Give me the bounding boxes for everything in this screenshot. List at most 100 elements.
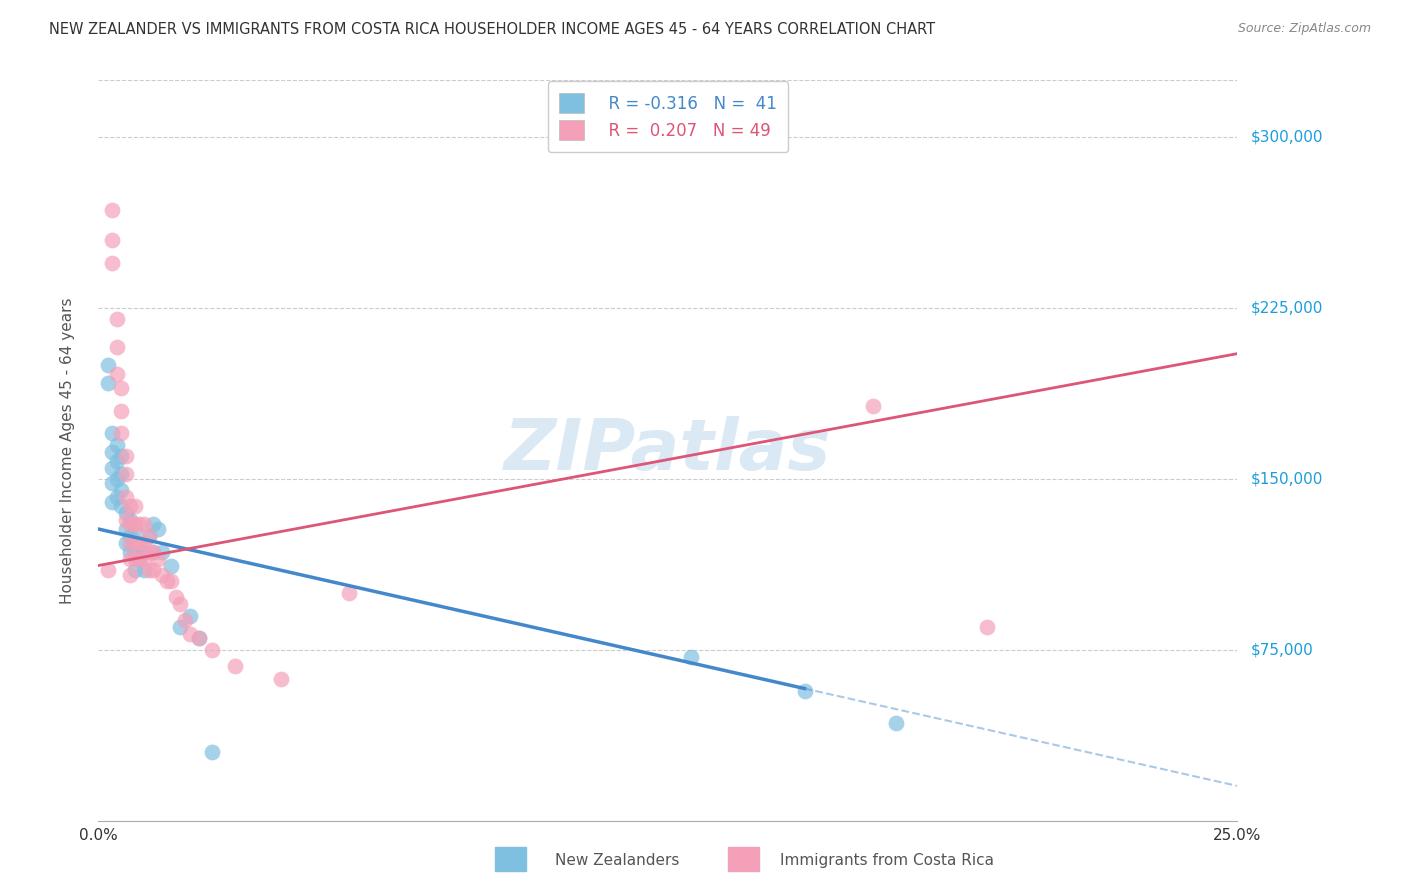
Text: $150,000: $150,000 bbox=[1251, 472, 1323, 486]
Point bbox=[165, 591, 187, 605]
Point bbox=[270, 673, 292, 687]
Point bbox=[120, 500, 142, 514]
Point bbox=[105, 367, 128, 381]
Bar bbox=[728, 847, 759, 871]
Point bbox=[96, 358, 118, 372]
Point bbox=[124, 500, 146, 514]
Point bbox=[174, 613, 197, 627]
Point bbox=[114, 449, 136, 463]
Point bbox=[110, 483, 132, 498]
Point bbox=[884, 715, 907, 730]
Point bbox=[169, 620, 191, 634]
Point bbox=[138, 529, 160, 543]
Point bbox=[187, 632, 209, 646]
Point bbox=[128, 551, 150, 566]
Point bbox=[120, 529, 142, 543]
Point bbox=[146, 522, 169, 536]
Text: $300,000: $300,000 bbox=[1251, 129, 1323, 145]
Point bbox=[105, 312, 128, 326]
Point bbox=[187, 632, 209, 646]
Text: $75,000: $75,000 bbox=[1251, 642, 1315, 657]
Point bbox=[150, 545, 173, 559]
Point bbox=[114, 490, 136, 504]
Text: New Zealanders: New Zealanders bbox=[555, 853, 679, 868]
Point bbox=[105, 490, 128, 504]
Point bbox=[128, 535, 150, 549]
Point bbox=[793, 683, 815, 698]
Text: Immigrants from Costa Rica: Immigrants from Costa Rica bbox=[780, 853, 994, 868]
Point bbox=[201, 745, 224, 759]
Point bbox=[110, 403, 132, 417]
Text: $225,000: $225,000 bbox=[1251, 301, 1323, 316]
Point bbox=[224, 658, 246, 673]
Point bbox=[132, 551, 155, 566]
Point bbox=[114, 506, 136, 520]
Point bbox=[156, 574, 179, 589]
Point bbox=[142, 517, 165, 532]
Point bbox=[101, 426, 124, 441]
Point bbox=[179, 608, 201, 623]
Point bbox=[105, 472, 128, 486]
Point bbox=[114, 467, 136, 482]
Point bbox=[101, 203, 124, 218]
Point bbox=[150, 567, 173, 582]
Point bbox=[146, 551, 169, 566]
Point bbox=[138, 529, 160, 543]
Point bbox=[110, 449, 132, 463]
Point bbox=[679, 649, 702, 664]
Point bbox=[101, 460, 124, 475]
Point bbox=[124, 563, 146, 577]
Point bbox=[142, 545, 165, 559]
Point bbox=[120, 551, 142, 566]
Point bbox=[862, 399, 884, 413]
Legend:   R = -0.316   N =  41,   R =  0.207   N = 49: R = -0.316 N = 41, R = 0.207 N = 49 bbox=[547, 81, 789, 152]
Text: ZIPatlas: ZIPatlas bbox=[505, 416, 831, 485]
Point bbox=[101, 255, 124, 269]
Point bbox=[110, 500, 132, 514]
Point bbox=[114, 522, 136, 536]
Point bbox=[128, 517, 150, 532]
Point bbox=[105, 438, 128, 452]
Point bbox=[132, 535, 155, 549]
Point bbox=[201, 642, 224, 657]
Point bbox=[120, 545, 142, 559]
Point bbox=[120, 517, 142, 532]
Point bbox=[110, 467, 132, 482]
Point bbox=[101, 494, 124, 508]
Point bbox=[110, 381, 132, 395]
Text: Source: ZipAtlas.com: Source: ZipAtlas.com bbox=[1237, 22, 1371, 36]
Point bbox=[138, 545, 160, 559]
Point bbox=[96, 376, 118, 391]
Point bbox=[124, 545, 146, 559]
Point bbox=[120, 535, 142, 549]
Point bbox=[128, 535, 150, 549]
Point bbox=[110, 426, 132, 441]
Point bbox=[101, 444, 124, 458]
Point bbox=[160, 558, 183, 573]
Point bbox=[132, 517, 155, 532]
Y-axis label: Householder Income Ages 45 - 64 years: Householder Income Ages 45 - 64 years bbox=[60, 297, 75, 604]
Point bbox=[132, 545, 155, 559]
Point bbox=[120, 567, 142, 582]
Point bbox=[114, 513, 136, 527]
Point bbox=[179, 627, 201, 641]
Point bbox=[142, 545, 165, 559]
Point bbox=[142, 563, 165, 577]
Point bbox=[132, 563, 155, 577]
Point bbox=[96, 563, 118, 577]
Text: NEW ZEALANDER VS IMMIGRANTS FROM COSTA RICA HOUSEHOLDER INCOME AGES 45 - 64 YEAR: NEW ZEALANDER VS IMMIGRANTS FROM COSTA R… bbox=[49, 22, 935, 37]
Point bbox=[124, 517, 146, 532]
Point bbox=[337, 586, 360, 600]
Point bbox=[976, 620, 998, 634]
Point bbox=[114, 535, 136, 549]
Point bbox=[124, 535, 146, 549]
Point bbox=[124, 551, 146, 566]
Bar bbox=[495, 847, 526, 871]
Point bbox=[101, 233, 124, 247]
Point bbox=[138, 563, 160, 577]
Point bbox=[105, 453, 128, 467]
Point bbox=[105, 340, 128, 354]
Point bbox=[128, 551, 150, 566]
Point bbox=[120, 513, 142, 527]
Point bbox=[124, 522, 146, 536]
